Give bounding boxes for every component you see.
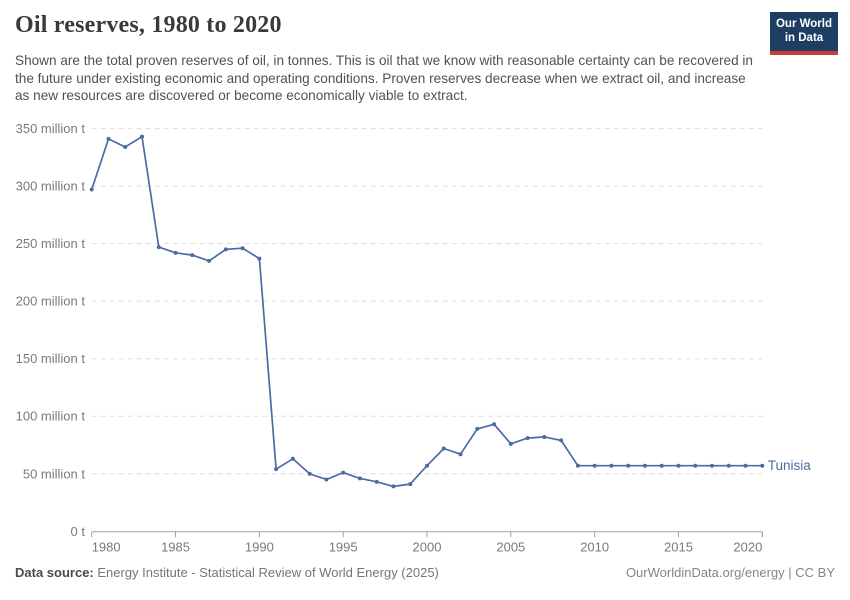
data-point[interactable] bbox=[391, 484, 396, 489]
data-point[interactable] bbox=[307, 471, 312, 476]
data-point[interactable] bbox=[508, 441, 513, 446]
series-label-tunisia[interactable]: Tunisia bbox=[768, 458, 812, 473]
data-point[interactable] bbox=[290, 456, 295, 461]
chart-subtitle: Shown are the total proven reserves of o… bbox=[15, 53, 753, 104]
x-tick-label: 1980 bbox=[92, 539, 121, 554]
x-tick-label: 1990 bbox=[245, 539, 274, 554]
data-source-note: Data source: Energy Institute - Statisti… bbox=[15, 565, 439, 580]
data-point[interactable] bbox=[492, 422, 497, 427]
data-point[interactable] bbox=[408, 482, 413, 487]
data-point[interactable] bbox=[257, 256, 262, 261]
chart-canvas[interactable]: 0 t 50 million t 100 million t 150 million … bbox=[0, 95, 850, 557]
y-tick-label: 150 million t bbox=[16, 351, 86, 366]
data-point[interactable] bbox=[123, 144, 128, 149]
line-series[interactable]: Tunisia bbox=[89, 134, 812, 489]
y-axis-labels: 0 t 50 million t 100 million t 150 million … bbox=[16, 121, 86, 539]
data-point[interactable] bbox=[626, 463, 631, 468]
footer: Data source: Energy Institute - Statisti… bbox=[15, 565, 835, 580]
data-point[interactable] bbox=[760, 463, 765, 468]
data-point[interactable] bbox=[710, 463, 715, 468]
x-tick-label: 1995 bbox=[329, 539, 358, 554]
data-point[interactable] bbox=[240, 246, 245, 251]
data-point[interactable] bbox=[659, 463, 664, 468]
data-point[interactable] bbox=[324, 477, 329, 482]
y-gridlines bbox=[91, 128, 763, 475]
x-tick-label: 1985 bbox=[161, 539, 190, 554]
x-axis: 1980 1985 1990 1995 2000 2005 2010 2015 2020 bbox=[91, 531, 763, 554]
data-point[interactable] bbox=[542, 434, 547, 439]
data-point[interactable] bbox=[575, 463, 580, 468]
y-tick-label: 200 million t bbox=[16, 294, 86, 309]
x-tick-label: 2010 bbox=[580, 539, 609, 554]
owid-logo[interactable]: Our World in Data bbox=[770, 12, 838, 55]
data-point[interactable] bbox=[726, 463, 731, 468]
data-point[interactable] bbox=[139, 134, 144, 139]
x-tick-label: 2000 bbox=[413, 539, 442, 554]
y-tick-label: 350 million t bbox=[16, 121, 86, 136]
data-point[interactable] bbox=[743, 463, 748, 468]
data-point[interactable] bbox=[106, 136, 111, 141]
x-tick-label: 2005 bbox=[496, 539, 525, 554]
data-source-label: Data source: bbox=[15, 565, 94, 580]
data-source-value: Energy Institute - Statistical Review of… bbox=[93, 565, 439, 580]
owid-logo-text: Our World in Data bbox=[770, 12, 838, 51]
data-point[interactable] bbox=[341, 470, 346, 475]
data-point[interactable] bbox=[274, 467, 279, 472]
data-point[interactable] bbox=[374, 479, 379, 484]
data-point[interactable] bbox=[207, 258, 212, 263]
series-line-tunisia[interactable] bbox=[90, 135, 763, 488]
data-point[interactable] bbox=[475, 426, 480, 431]
data-point[interactable] bbox=[89, 187, 94, 192]
x-tick-label: 2015 bbox=[664, 539, 693, 554]
x-tick-label: 2020 bbox=[733, 539, 762, 554]
data-point[interactable] bbox=[441, 446, 446, 451]
page-title: Oil reserves, 1980 to 2020 bbox=[15, 12, 282, 38]
y-tick-label: 0 t bbox=[71, 524, 86, 539]
data-point[interactable] bbox=[357, 476, 362, 481]
owid-logo-red-bar bbox=[770, 50, 838, 55]
data-point[interactable] bbox=[223, 247, 228, 252]
data-point[interactable] bbox=[173, 250, 178, 255]
data-point[interactable] bbox=[525, 436, 530, 441]
y-tick-label: 250 million t bbox=[16, 236, 86, 251]
data-point[interactable] bbox=[592, 463, 597, 468]
data-point[interactable] bbox=[559, 438, 564, 443]
data-point[interactable] bbox=[609, 463, 614, 468]
owid-url-link[interactable]: OurWorldinData.org/energy | CC BY bbox=[625, 565, 835, 580]
data-point[interactable] bbox=[425, 463, 429, 468]
y-tick-label: 100 million t bbox=[16, 409, 86, 424]
data-point[interactable] bbox=[676, 463, 681, 468]
owid-attribution: OurWorldinData.org/energy | CC BY bbox=[626, 565, 835, 580]
y-tick-label: 50 million t bbox=[23, 466, 86, 481]
data-point[interactable] bbox=[458, 452, 463, 457]
data-point[interactable] bbox=[190, 253, 195, 258]
data-point[interactable] bbox=[156, 245, 161, 250]
y-tick-label: 300 million t bbox=[16, 179, 86, 194]
data-point[interactable] bbox=[642, 463, 647, 468]
data-point[interactable] bbox=[693, 463, 698, 468]
